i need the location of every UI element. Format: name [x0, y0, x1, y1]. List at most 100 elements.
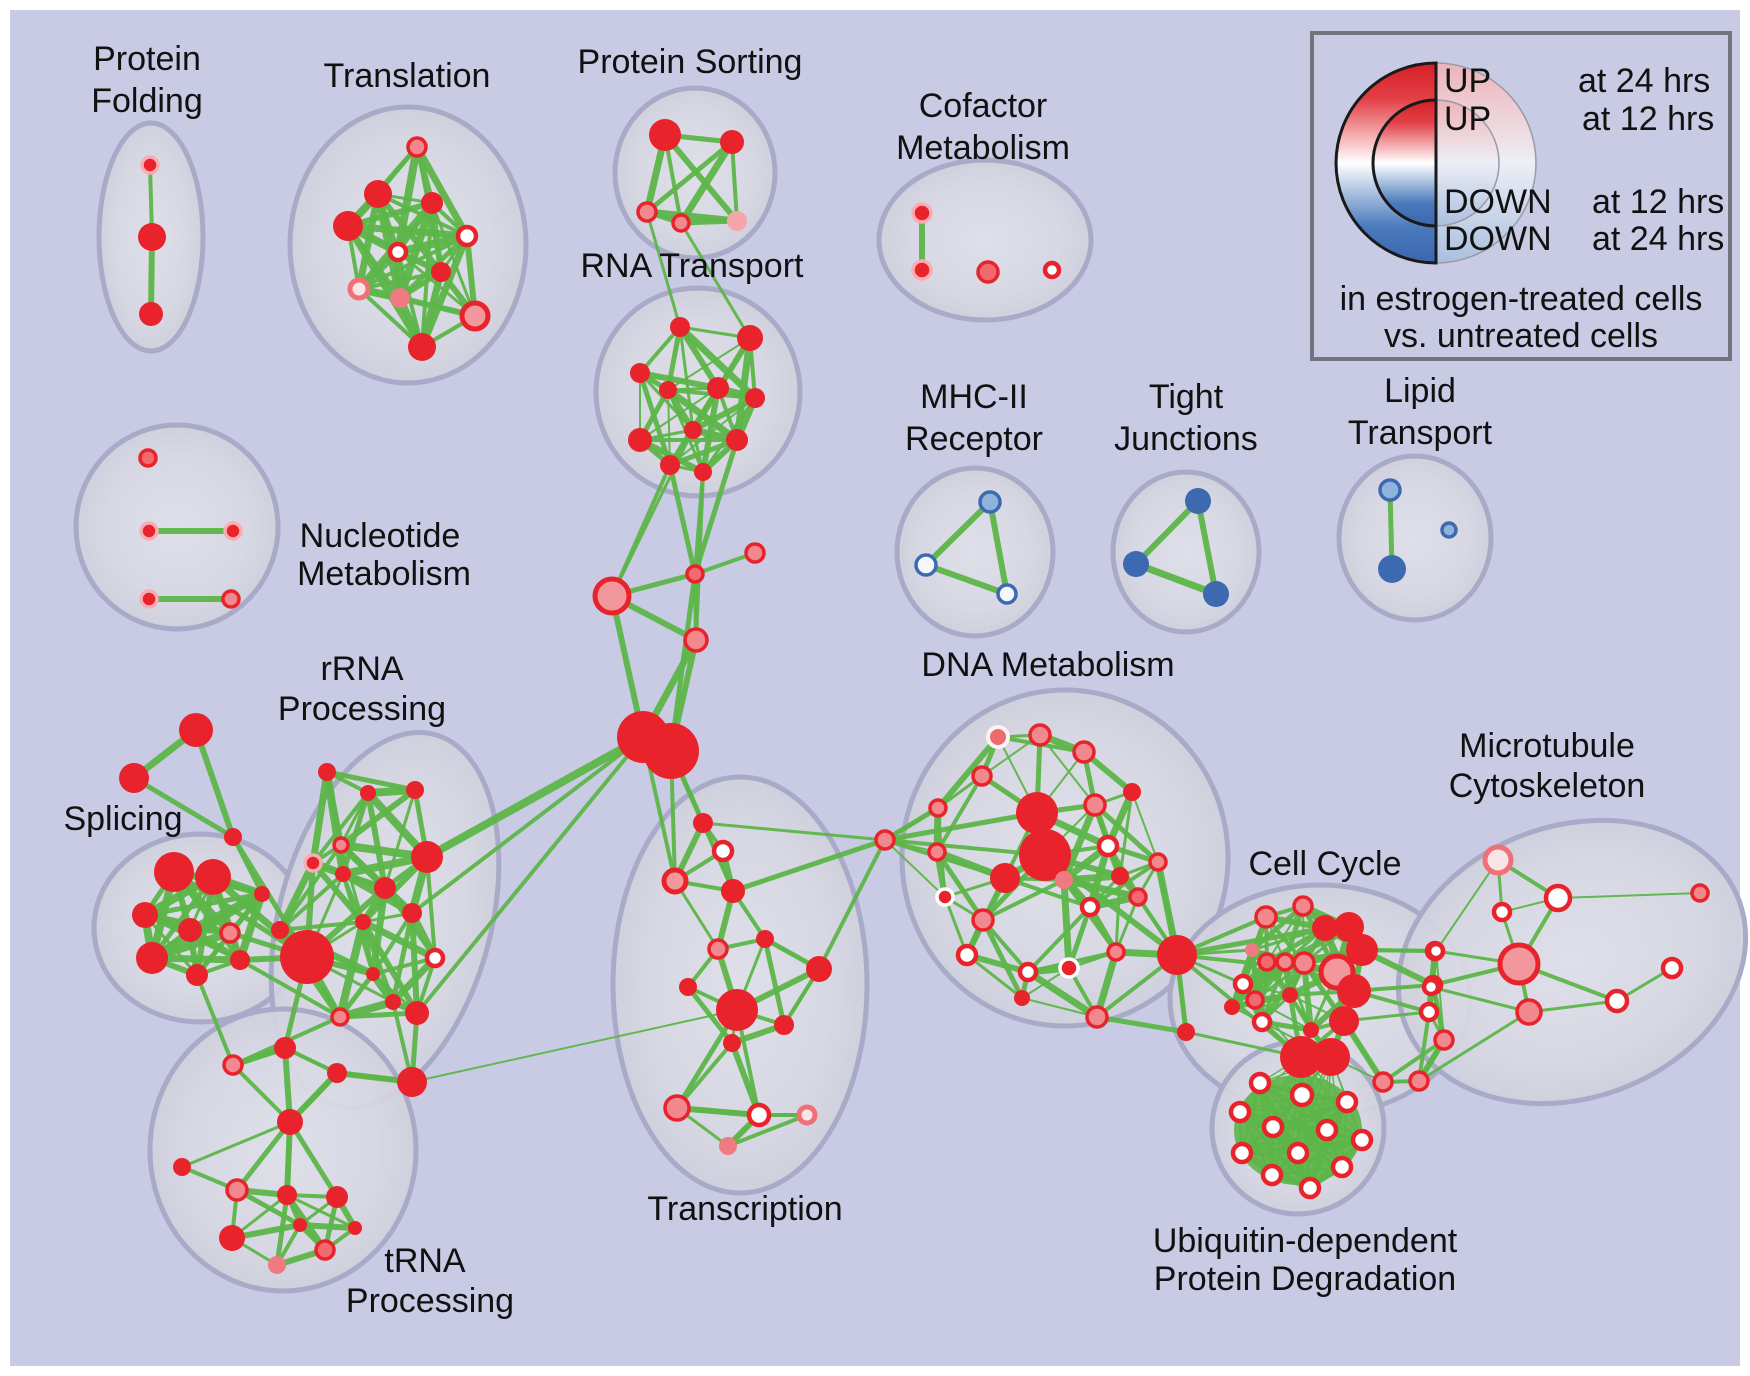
inter-cluster-edge — [701, 821, 887, 842]
network-edge — [726, 1113, 809, 1148]
gene-node-trna-processing — [173, 1158, 191, 1176]
cluster-ellipse-mhc-ii-receptor — [894, 465, 1056, 639]
gene-node-dna-metabolism — [1128, 887, 1148, 907]
gene-node-dna-metabolism — [971, 908, 995, 932]
gene-node-rrna-processing — [332, 836, 350, 854]
gene-node-dna-metabolism — [955, 943, 979, 967]
gene-node-cell-cycle — [1312, 915, 1338, 941]
cluster-label-lipid-transport: Transport — [1348, 414, 1493, 452]
gene-node-tight-junctions — [1185, 488, 1211, 514]
network-edge — [430, 201, 477, 318]
network-edge — [234, 1187, 303, 1228]
gene-node-transcription — [707, 938, 729, 960]
network-edge — [278, 872, 345, 932]
cluster-label-protein-folding: Folding — [91, 82, 203, 120]
network-edge — [1114, 874, 1122, 954]
inter-cluster-edge — [730, 837, 888, 894]
gene-node-translation — [459, 300, 491, 332]
gene-node-rrna-processing — [280, 930, 334, 984]
gene-node-cell-cycle — [1254, 905, 1278, 929]
gene-node-cell-cycle — [1329, 1006, 1359, 1036]
gene-node-dna-metabolism — [1157, 935, 1197, 975]
gene-node-cell-cycle — [1282, 987, 1298, 1003]
network-edge — [1060, 872, 1124, 884]
inter-cluster-edge — [1174, 925, 1328, 958]
network-edge — [1114, 895, 1140, 954]
gene-node-splicing — [154, 852, 194, 892]
gene-node-cell-cycle — [1292, 895, 1314, 917]
gene-node-translation — [333, 211, 363, 241]
gene-node-dna-metabolism — [1072, 740, 1096, 764]
gene-node-ubiquitin-degradation — [1286, 1141, 1310, 1165]
cluster-label-cell-cycle: Cell Cycle — [1248, 845, 1401, 883]
network-edge — [394, 232, 471, 256]
network-edge — [662, 132, 740, 224]
legend-time-label-2: at 12 hrs — [1592, 183, 1724, 221]
gene-node-ubiquitin-degradation — [1289, 1082, 1315, 1108]
gene-node-dna-metabolism — [1083, 793, 1107, 817]
gene-node-protein-sorting — [649, 119, 681, 151]
network-edge — [923, 562, 1010, 597]
gene-node-rna-transport — [745, 388, 765, 408]
network-edge — [359, 918, 439, 962]
gene-node-rna-transport — [628, 428, 652, 452]
network-edge — [1131, 791, 1159, 863]
network-edge — [668, 571, 698, 754]
gene-node-translation — [408, 333, 436, 361]
gene-node-dna-metabolism — [1177, 1023, 1195, 1041]
network-edge — [142, 891, 265, 918]
network-edge — [180, 1120, 292, 1169]
gene-node-dna-metabolism — [874, 829, 896, 851]
gene-node-cofactor-metabolism — [911, 202, 933, 224]
network-edge — [1283, 960, 1313, 1032]
gene-node-cell-cycle — [1245, 990, 1265, 1010]
gene-node-cell-cycle — [1251, 1011, 1273, 1033]
gene-node-dna-metabolism — [1016, 792, 1058, 834]
gene-node-rna-transport — [670, 317, 690, 337]
gene-node-trna-processing — [314, 1239, 336, 1261]
gene-node-dna-metabolism — [927, 842, 947, 862]
gene-node-microtubule-cytoskeleton — [1660, 956, 1684, 980]
gene-node-trna-processing — [277, 1185, 297, 1205]
gene-node-lipid-transport — [1378, 555, 1406, 583]
gene-node-central-hub — [744, 542, 766, 564]
cluster-label-nucleotide-metabolism: Nucleotide — [300, 517, 461, 555]
gene-node-nucleotide-metabolism — [139, 521, 159, 541]
cluster-label-cofactor-metabolism: Metabolism — [896, 129, 1070, 167]
cluster-label-rrna-processing: Processing — [278, 690, 446, 728]
gene-node-central-hub — [683, 627, 709, 653]
gene-node-transcription — [723, 1034, 741, 1052]
network-edge — [935, 774, 984, 854]
gene-node-cell-cycle — [1337, 974, 1371, 1008]
fan-edge — [1271, 1056, 1332, 1176]
legend-direction-label-2: DOWN — [1444, 183, 1552, 221]
gene-node-dna-metabolism — [1058, 957, 1080, 979]
gene-node-rrna-processing — [355, 914, 371, 930]
cluster-ellipse-nucleotide-metabolism — [73, 422, 281, 632]
gene-node-rrna-processing — [402, 903, 422, 923]
network-edge — [1195, 498, 1219, 597]
network-edge — [934, 849, 986, 923]
gene-node-ubiquitin-degradation — [1261, 1115, 1285, 1139]
network-edge — [311, 791, 370, 865]
network-edge — [644, 139, 735, 215]
gene-node-dna-metabolism — [1019, 829, 1071, 881]
gene-node-protein-sorting — [727, 211, 747, 231]
gene-node-microtubule-cytoskeleton — [1604, 988, 1630, 1014]
inter-cluster-edge — [423, 733, 647, 861]
gene-node-ubiquitin-degradation — [1260, 1163, 1284, 1187]
network-edge — [357, 270, 443, 291]
gene-node-splicing — [254, 886, 270, 902]
gene-node-transcription — [661, 867, 689, 895]
cluster-ellipse-microtubule-cytoskeleton — [1395, 817, 1749, 1107]
gene-node-translation — [455, 224, 479, 248]
gene-node-splicing — [136, 942, 168, 974]
gene-node-rna-transport — [694, 463, 712, 481]
gene-node-tight-junctions — [1203, 581, 1229, 607]
gene-node-dna-metabolism — [1123, 783, 1141, 801]
gene-node-nucleotide-metabolism — [139, 589, 159, 609]
gene-node-transcription — [693, 813, 713, 833]
network-edge — [1024, 968, 1101, 1021]
network-edge — [675, 1041, 734, 1110]
